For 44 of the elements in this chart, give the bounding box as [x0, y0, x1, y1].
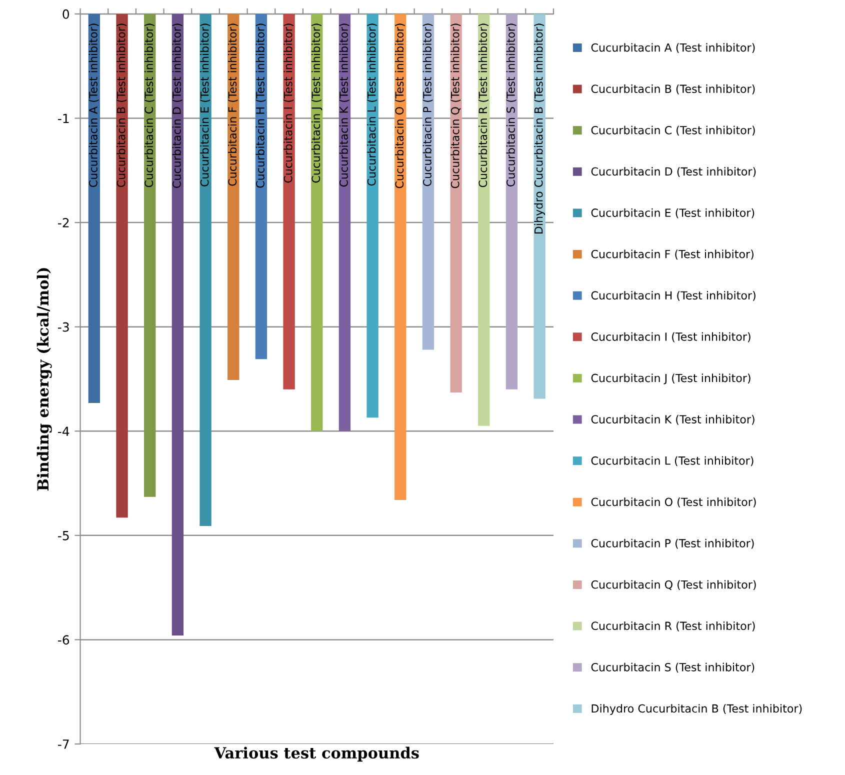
text: Cucurbitacin O (Test inhibitor) [395, 24, 405, 188]
legend-label: Cucurbitacin I (Test inhibitor) [591, 332, 750, 342]
legend-label: Cucurbitacin A (Test inhibitor) [591, 43, 755, 54]
legend-label: Cucurbitacin C (Test inhibitor) [591, 126, 755, 136]
y-tick-label: -6 [58, 635, 70, 645]
text: Cucurbitacin Q (Test inhibitor) [450, 24, 461, 188]
legend-label: Cucurbitacin Q (Test inhibitor) [591, 580, 756, 590]
text: Cucurbitacin F (Test inhibitor) [228, 24, 238, 186]
legend-label: Cucurbitacin E (Test inhibitor) [591, 208, 754, 218]
text: Cucurbitacin B (Test inhibitor) [116, 24, 127, 188]
text: Cucurbitacin K (Test inhibitor) [339, 24, 350, 187]
text: Cucurbitacin J (Test inhibitor) [312, 24, 322, 183]
y-tick-label: -2 [58, 218, 69, 228]
legend-label: Cucurbitacin J (Test inhibitor) [591, 374, 750, 384]
y-axis-title: Binding energy (kcal/mol) [36, 268, 52, 491]
legend-label: Cucurbitacin K (Test inhibitor) [591, 414, 754, 425]
y-tick-label: -7 [58, 740, 69, 749]
legend-label: Cucurbitacin S (Test inhibitor) [591, 662, 754, 673]
x-axis-title: Various test compounds [214, 746, 419, 762]
legend-label: Cucurbitacin P (Test inhibitor) [591, 538, 754, 549]
text: Cucurbitacin A (Test inhibitor) [88, 24, 99, 188]
text: Cucurbitacin P (Test inhibitor) [422, 24, 433, 186]
y-tick-label: -1 [58, 114, 69, 123]
legend-label: Dihydro Cucurbitacin B (Test inhibitor) [592, 704, 802, 715]
legend-label: Cucurbitacin F (Test inhibitor) [591, 250, 754, 260]
y-tick-label: -4 [58, 426, 70, 436]
text: Cucurbitacin S (Test inhibitor) [506, 24, 516, 186]
text: Dihydro Cucurbitacin B (Test inhibitor) [534, 24, 545, 234]
text: Cucurbitacin D (Test inhibitor) [172, 24, 182, 188]
legend-label: Cucurbitacin B (Test inhibitor) [591, 84, 755, 94]
legend-label: Cucurbitacin R (Test inhibitor) [591, 621, 755, 632]
text: Cucurbitacin R (Test inhibitor) [478, 24, 488, 188]
text: Cucurbitacin H (Test inhibitor) [256, 24, 266, 188]
text: Cucurbitacin I (Test inhibitor) [284, 24, 294, 183]
text: Cucurbitacin C (Test inhibitor) [144, 24, 154, 188]
y-tick-label: 0 [62, 9, 70, 19]
legend-label: Cucurbitacin H (Test inhibitor) [591, 290, 756, 301]
legend-label: Cucurbitacin D (Test inhibitor) [591, 167, 756, 177]
text: Cucurbitacin L (Test inhibitor) [367, 24, 378, 186]
text: Cucurbitacin E (Test inhibitor) [200, 24, 210, 186]
legend-label: Cucurbitacin L (Test inhibitor) [591, 456, 754, 466]
y-tick-label: -3 [58, 322, 69, 332]
y-tick-label: -5 [58, 531, 69, 540]
legend-label: Cucurbitacin O (Test inhibitor) [591, 498, 756, 508]
